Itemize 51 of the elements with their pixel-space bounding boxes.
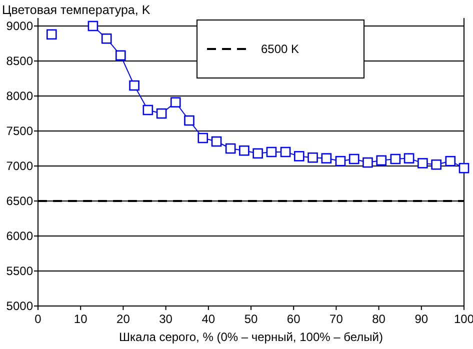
- y-tick-label: 5500: [6, 264, 34, 278]
- point: [376, 155, 387, 166]
- x-tick-label: 60: [286, 312, 301, 326]
- point: [458, 162, 470, 174]
- point: [88, 20, 98, 32]
- point: [211, 136, 222, 147]
- x-tick-label: 20: [116, 312, 130, 326]
- point: [308, 152, 318, 163]
- chart-title: Цветовая температура, K: [2, 3, 151, 17]
- point: [184, 115, 194, 126]
- y-tick-label: 6000: [6, 229, 34, 243]
- point: [418, 158, 428, 168]
- point: [321, 153, 332, 164]
- point: [445, 156, 456, 166]
- y-tick-label: 9000: [6, 19, 34, 33]
- point: [142, 104, 154, 116]
- x-tick-label: 50: [244, 312, 258, 326]
- x-tick-label: 30: [159, 312, 173, 326]
- point: [390, 154, 401, 164]
- y-tick-label: 8000: [6, 89, 34, 103]
- point: [115, 50, 126, 61]
- point: [348, 154, 360, 164]
- point: [335, 156, 346, 166]
- point: [431, 159, 442, 170]
- point: [280, 146, 291, 158]
- x-tick-label: 70: [330, 312, 344, 326]
- point: [225, 143, 236, 154]
- x-axis-title: Шкала серого, % (0% – черный, 100% – белый): [119, 330, 383, 344]
- point: [198, 132, 208, 144]
- x-tick-label: 90: [414, 312, 428, 326]
- x-tick-label: 10: [74, 312, 88, 326]
- y-tick-label: 5000: [6, 299, 34, 313]
- x-tick-label: 80: [372, 312, 386, 326]
- point: [266, 146, 277, 158]
- point: [362, 157, 373, 168]
- y-tick-label: 7000: [6, 159, 34, 173]
- point: [101, 33, 112, 44]
- point: [46, 29, 57, 40]
- x-tick-label: 40: [202, 312, 216, 326]
- point: [239, 145, 250, 156]
- legend-label: 6500 K: [261, 42, 300, 56]
- point: [170, 97, 181, 108]
- y-tick-label: 8500: [6, 54, 34, 68]
- y-tick-label: 6500: [6, 194, 34, 208]
- point: [156, 108, 167, 119]
- point: [129, 80, 140, 91]
- x-tick-label: 0: [34, 312, 42, 326]
- point: [404, 153, 414, 164]
- point: [294, 151, 304, 162]
- point: [252, 148, 263, 159]
- y-tick-label: 7500: [6, 124, 34, 138]
